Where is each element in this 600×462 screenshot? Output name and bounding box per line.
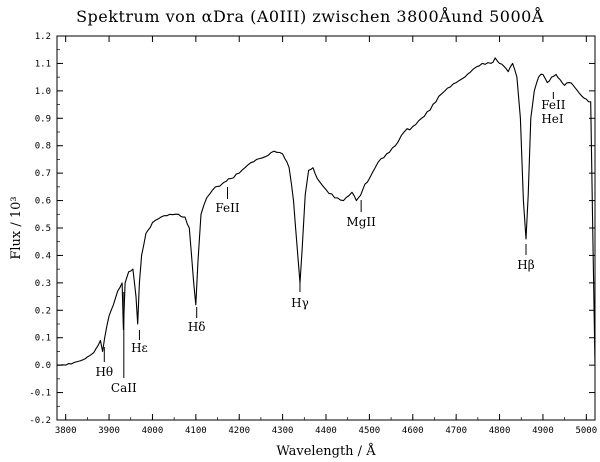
plot-frame bbox=[56, 35, 596, 421]
y-tick-label: 0.9 bbox=[35, 114, 51, 124]
y-tick-label: 0.6 bbox=[35, 197, 51, 207]
annotation-label: HeI bbox=[541, 112, 564, 126]
x-tick-label: 4800 bbox=[489, 426, 511, 436]
y-axis: -0.2 -0.1 0.0 0.1 0.2 0.3 0.4 0.5 0.6 0.7 0.8 0.9 1.… bbox=[29, 32, 595, 426]
annotation-label: FeII bbox=[541, 98, 566, 112]
y-tick-label: 0.1 bbox=[35, 334, 51, 344]
y-tick-label: 1.0 bbox=[35, 87, 51, 97]
x-tick-label: 4500 bbox=[359, 426, 381, 436]
y-axis-title: Flux / 10³ bbox=[9, 196, 24, 259]
annotation-label: Hδ bbox=[188, 320, 206, 334]
annotation-label: CaII bbox=[111, 381, 137, 395]
x-tick-label: 4000 bbox=[142, 426, 164, 436]
y-tick-label: 0.4 bbox=[35, 251, 51, 261]
y-tick-label: 0.2 bbox=[35, 306, 51, 316]
y-tick-label: 1.1 bbox=[35, 59, 51, 69]
y-tick-label: 0.8 bbox=[35, 142, 51, 152]
y-tick-label: -0.2 bbox=[29, 416, 51, 426]
x-tick-label: 4700 bbox=[445, 426, 467, 436]
chart-title: Spektrum von αDra (A0III) zwischen 3800Å… bbox=[76, 6, 544, 26]
annotation-label: Hθ bbox=[95, 365, 113, 379]
x-tick-label: 4100 bbox=[185, 426, 207, 436]
y-tick-label: 0.3 bbox=[35, 279, 51, 289]
annotation-label: Hγ bbox=[291, 296, 309, 310]
annotation-label: FeII bbox=[215, 201, 240, 215]
x-tick-label: 4900 bbox=[532, 426, 554, 436]
annotation-label: MgII bbox=[346, 215, 376, 229]
x-axis-title: Wavelength / Å bbox=[276, 443, 376, 459]
spectrum-line bbox=[56, 57, 596, 366]
y-tick-label: 0.5 bbox=[35, 224, 51, 234]
x-axis: 3800 3900 4000 4100 4200 4300 4400 4500 4600 4700… bbox=[55, 36, 597, 436]
annotation-label: Hβ bbox=[517, 258, 534, 272]
y-tick-label: 1.2 bbox=[35, 32, 51, 42]
x-tick-label: 3900 bbox=[98, 426, 120, 436]
y-tick-label: 0.7 bbox=[35, 169, 51, 179]
y-tick-label: -0.1 bbox=[29, 389, 51, 399]
annotation-label: Hε bbox=[131, 341, 148, 355]
y-tick-label: 0.0 bbox=[35, 361, 51, 371]
x-tick-label: 4400 bbox=[315, 426, 337, 436]
x-tick-label: 5000 bbox=[575, 426, 597, 436]
x-tick-label: 4600 bbox=[402, 426, 424, 436]
x-tick-label: 3800 bbox=[55, 426, 77, 436]
x-tick-label: 4300 bbox=[272, 426, 294, 436]
x-tick-label: 4200 bbox=[228, 426, 250, 436]
